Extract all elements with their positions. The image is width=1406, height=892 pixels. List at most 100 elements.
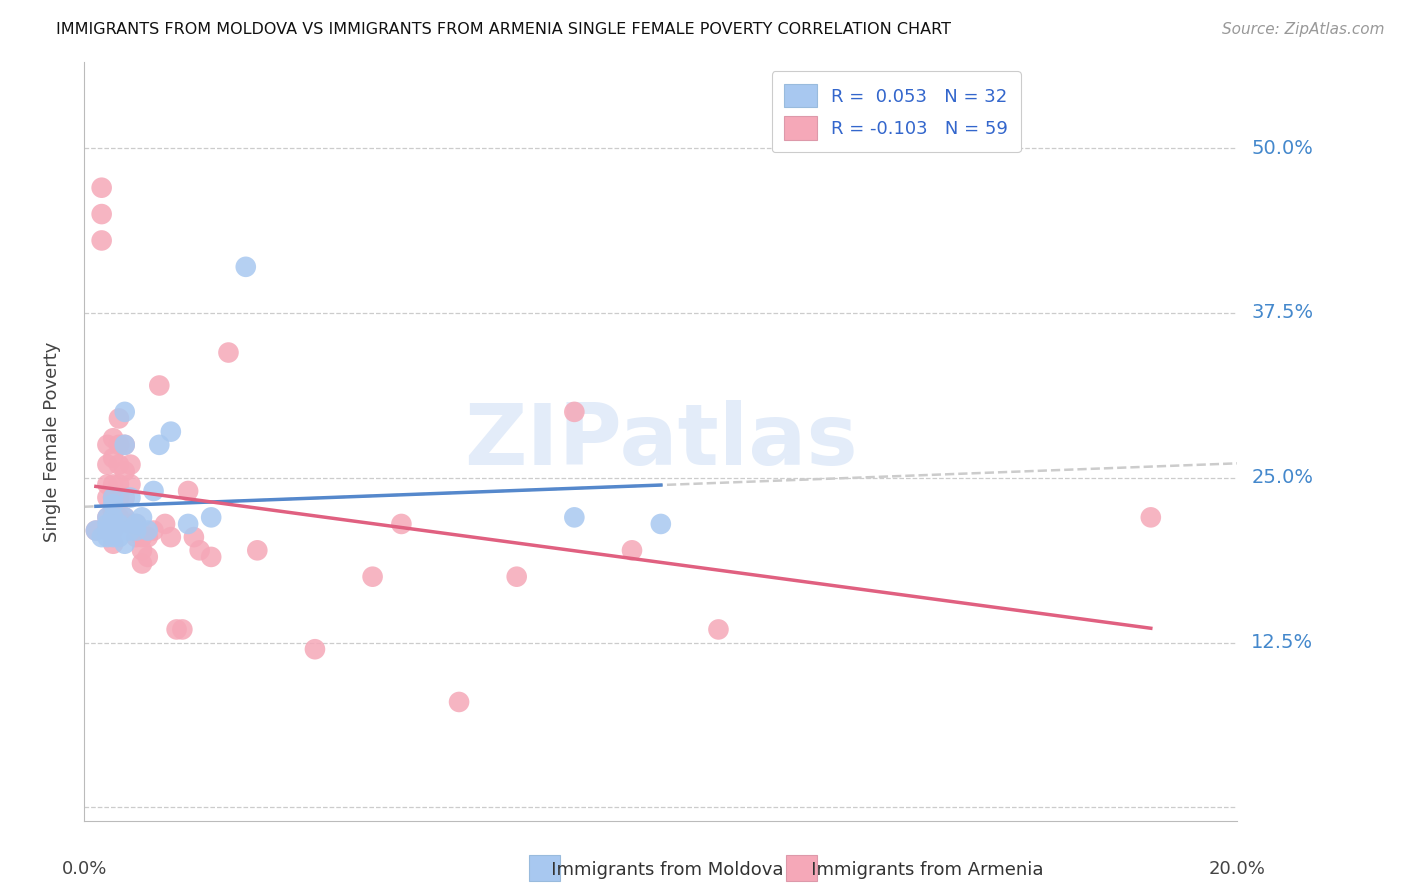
Text: IMMIGRANTS FROM MOLDOVA VS IMMIGRANTS FROM ARMENIA SINGLE FEMALE POVERTY CORRELA: IMMIGRANTS FROM MOLDOVA VS IMMIGRANTS FR… [56,22,952,37]
Point [114,510,136,524]
Point [160,530,183,544]
Point [103,510,124,524]
Point [120,491,142,505]
Point [114,405,136,419]
Point [96,530,118,544]
Point [120,477,142,491]
Point [707,623,730,637]
Point [108,510,131,524]
Point [160,425,183,439]
Point [114,537,136,551]
Point [120,458,142,472]
Point [142,483,165,498]
Point [391,516,413,531]
Point [153,516,176,531]
Point [246,543,269,558]
Point [114,438,136,452]
Point [125,524,148,538]
Point [131,530,153,544]
Point [506,570,529,584]
Legend: R =  0.053   N = 32, R = -0.103   N = 59: R = 0.053 N = 32, R = -0.103 N = 59 [772,71,1021,153]
Point [103,431,124,445]
Point [177,483,200,498]
Point [650,516,672,531]
Point [125,516,148,531]
Point [136,549,159,564]
Point [142,524,165,538]
Point [103,477,124,491]
Point [103,491,124,505]
Point [148,378,170,392]
Point [96,510,118,524]
Point [96,524,118,538]
Point [103,524,124,538]
Point [564,510,586,524]
Point [177,516,200,531]
Text: ZIPatlas: ZIPatlas [464,400,858,483]
Text: 0.0%: 0.0% [62,860,107,878]
Point [108,524,131,538]
Point [108,477,131,491]
Text: 37.5%: 37.5% [1251,303,1313,323]
Point [114,491,136,505]
Point [90,234,112,248]
Point [103,530,124,544]
Point [304,642,326,657]
Point [103,491,124,505]
Point [125,530,148,544]
Point [114,510,136,524]
FancyBboxPatch shape [529,855,560,881]
Point [96,524,118,538]
Point [136,530,159,544]
Point [103,537,124,551]
Point [108,491,131,505]
Point [564,405,586,419]
Point [96,491,118,505]
Text: Immigrants from Moldova: Immigrants from Moldova [534,861,783,879]
Point [621,543,644,558]
Point [183,530,205,544]
Text: 25.0%: 25.0% [1251,468,1313,487]
Point [108,530,131,544]
Point [200,510,222,524]
Text: 50.0%: 50.0% [1251,138,1313,158]
Point [235,260,257,274]
Point [96,477,118,491]
Point [96,516,118,531]
Point [1140,510,1163,524]
Point [114,464,136,478]
FancyBboxPatch shape [786,855,817,881]
Point [108,411,131,425]
Point [148,438,170,452]
Point [166,623,188,637]
Point [103,497,124,511]
Point [103,516,124,531]
Point [90,207,112,221]
Point [131,557,153,571]
Point [131,510,153,524]
Text: Immigrants from Armenia: Immigrants from Armenia [794,861,1043,879]
Point [96,458,118,472]
Point [103,524,124,538]
Point [96,510,118,524]
Point [120,516,142,531]
Point [172,623,194,637]
Point [361,570,384,584]
Point [200,549,222,564]
Point [125,516,148,531]
Point [218,345,240,359]
Point [108,458,131,472]
Y-axis label: Single Female Poverty: Single Female Poverty [42,342,60,541]
Point [136,524,159,538]
Point [103,450,124,465]
Text: Source: ZipAtlas.com: Source: ZipAtlas.com [1222,22,1385,37]
Point [120,524,142,538]
Point [114,438,136,452]
Text: 20.0%: 20.0% [1209,860,1265,878]
Point [90,180,112,194]
Point [188,543,211,558]
Point [84,524,107,538]
Point [96,438,118,452]
Point [108,438,131,452]
Point [131,543,153,558]
